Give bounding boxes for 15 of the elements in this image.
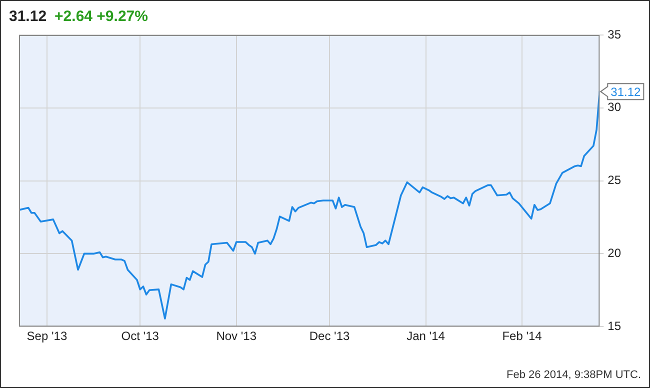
annotation: 31.12 <box>610 84 642 99</box>
y-tick-label: 30 <box>608 100 622 114</box>
y-tick-label: 20 <box>608 246 622 260</box>
y-tick-label: 15 <box>608 318 622 333</box>
chart-title: 31.12 <box>9 8 47 25</box>
y-tick-label: 35 <box>608 27 622 42</box>
x-tick-label: Nov '13 <box>216 329 257 344</box>
y-tick-label: 25 <box>608 173 622 188</box>
chart-subtitle: +2.64 +9.27% <box>54 8 148 25</box>
x-tick-label: Dec '13 <box>309 329 350 344</box>
x-tick-label: Feb '14 <box>502 329 542 344</box>
x-tick-label: Sep '13 <box>26 329 68 344</box>
x-tick-label: Jan '14 <box>406 329 446 344</box>
text: Feb 26 2014, 9:38PM UTC. <box>506 369 641 381</box>
x-tick-label: Oct '13 <box>121 329 160 344</box>
